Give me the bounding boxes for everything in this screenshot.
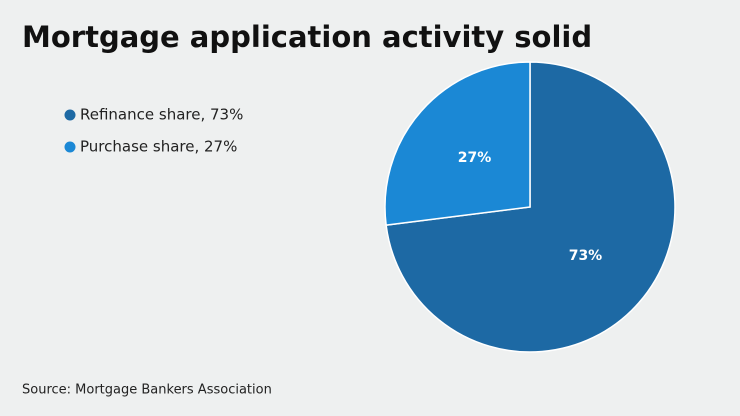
data-label: 73% (569, 248, 603, 264)
legend-label: Purchase share, 27% (80, 138, 237, 156)
legend-marker (64, 109, 76, 121)
legend-marker (64, 141, 76, 153)
chart-title: Mortgage application activity solid (22, 20, 592, 54)
data-label: 27% (458, 150, 492, 166)
pie-slice (384, 61, 531, 227)
legend-label: Refinance share, 73% (80, 106, 243, 124)
source: Source: Mortgage Bankers Association (22, 383, 272, 398)
